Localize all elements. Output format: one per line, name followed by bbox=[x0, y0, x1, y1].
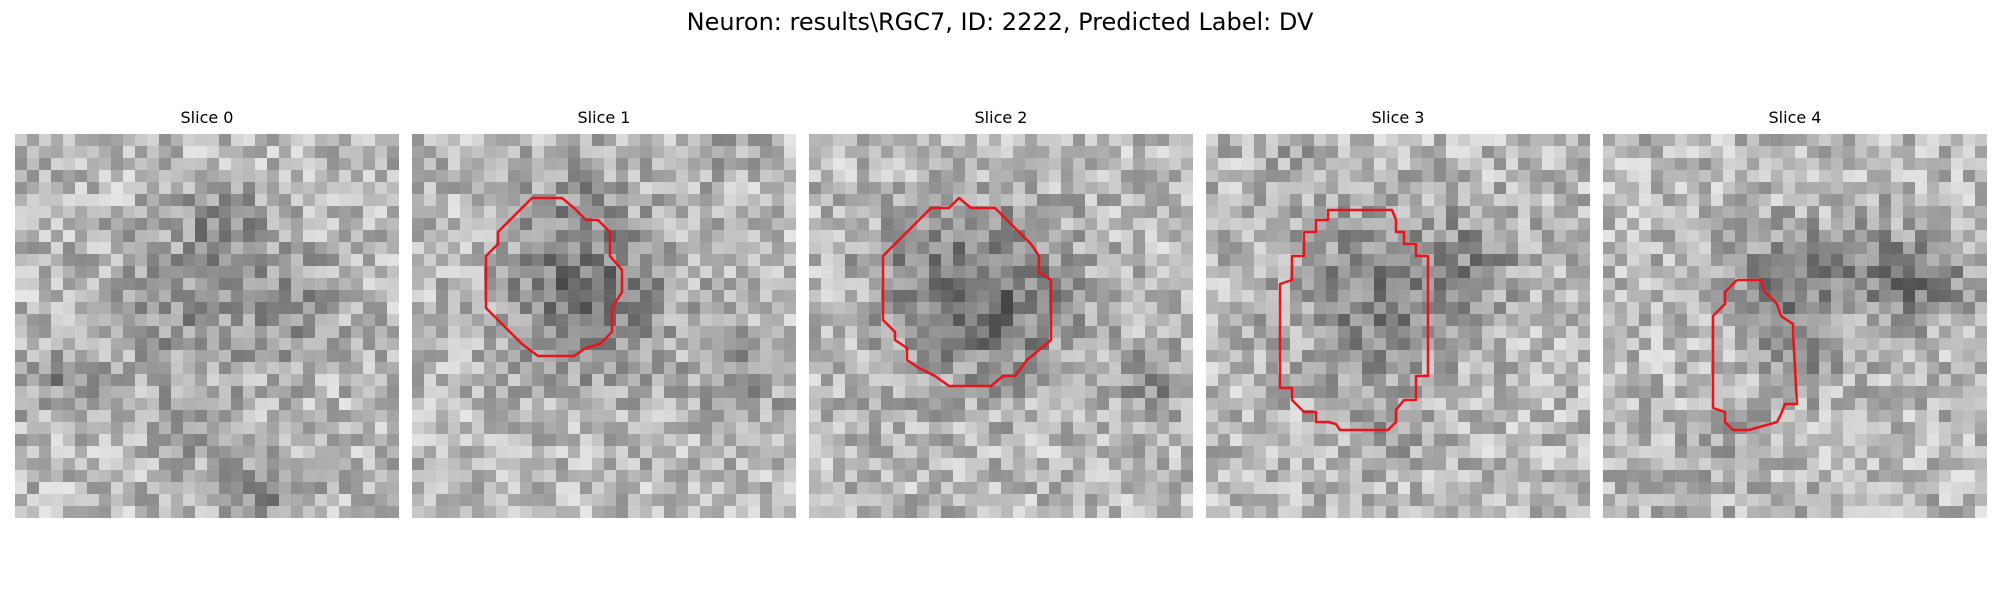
slice-4-pixels bbox=[1603, 134, 1987, 518]
slice-1-image bbox=[412, 134, 796, 518]
slice-0-title: Slice 0 bbox=[180, 108, 234, 127]
slice-2-contour bbox=[881, 196, 1053, 388]
slice-2-title: Slice 2 bbox=[974, 108, 1028, 127]
slice-4-image bbox=[1603, 134, 1987, 518]
slice-0-image bbox=[15, 134, 399, 518]
slice-0-pixels bbox=[15, 134, 399, 518]
slice-1-pixels bbox=[412, 134, 796, 518]
slice-3-contour bbox=[1278, 208, 1430, 432]
figure-title: Neuron: results\RGC7, ID: 2222, Predicte… bbox=[686, 8, 1314, 36]
slice-4-title: Slice 4 bbox=[1768, 108, 1822, 127]
slice-4-contour bbox=[1711, 278, 1799, 432]
slice-3-image bbox=[1206, 134, 1590, 518]
slice-1-contour bbox=[484, 196, 624, 358]
slice-1-title: Slice 1 bbox=[577, 108, 631, 127]
slice-3-title: Slice 3 bbox=[1371, 108, 1425, 127]
slice-2-pixels bbox=[809, 134, 1193, 518]
slice-2-image bbox=[809, 134, 1193, 518]
slice-3-pixels bbox=[1206, 134, 1590, 518]
